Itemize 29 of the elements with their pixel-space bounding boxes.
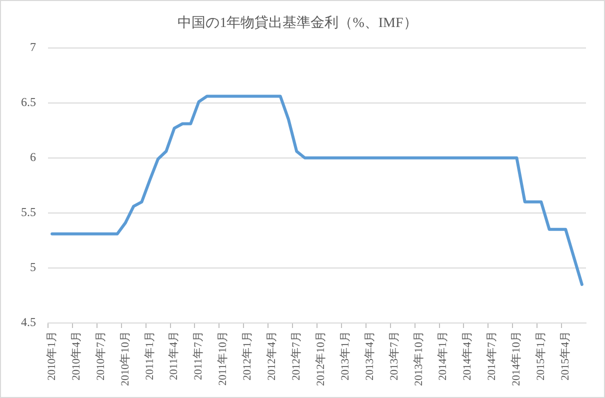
x-tick-label: 2015年4月	[560, 331, 572, 380]
x-tick-label: 2013年1月	[339, 331, 352, 380]
y-tick-label: 5	[30, 260, 36, 274]
x-tick-label: 2010年4月	[70, 331, 82, 380]
x-tick-label: 2014年1月	[437, 331, 450, 380]
x-tick-label: 2011年7月	[192, 331, 205, 380]
x-tick-label: 2013年7月	[388, 331, 400, 380]
x-tick-label: 2014年4月	[462, 331, 474, 380]
x-tick-label: 2012年10月	[314, 331, 327, 386]
chart-title: 中国の1年物貸出基準金利（%、IMF）	[178, 15, 418, 32]
x-tick-label: 2012年1月	[242, 331, 254, 380]
x-tick-label: 2010年10月	[119, 331, 132, 386]
x-tick-label: 2012年4月	[266, 331, 278, 380]
x-tick-label: 2011年10月	[217, 331, 230, 386]
x-tick-label: 2010年1月	[46, 331, 58, 380]
x-tick-label: 2010年7月	[94, 331, 107, 380]
x-tick-label: 2013年10月	[412, 331, 425, 386]
x-tick-label: 2011年4月	[168, 331, 180, 380]
y-tick-label: 6	[30, 150, 36, 164]
y-tick-label: 4.5	[21, 315, 36, 330]
y-tick-label: 6.5	[21, 94, 36, 109]
x-tick-label: 2012年7月	[290, 331, 303, 380]
y-tick-label: 5.5	[21, 205, 36, 220]
x-tick-label: 2014年7月	[486, 331, 498, 380]
x-tick-label: 2014年10月	[510, 331, 523, 386]
x-tick-label: 2013年4月	[364, 331, 376, 380]
y-tick-label: 7	[30, 40, 36, 54]
x-tick-label: 2011年1月	[144, 331, 156, 380]
x-tick-label: 2015年1月	[535, 331, 548, 380]
